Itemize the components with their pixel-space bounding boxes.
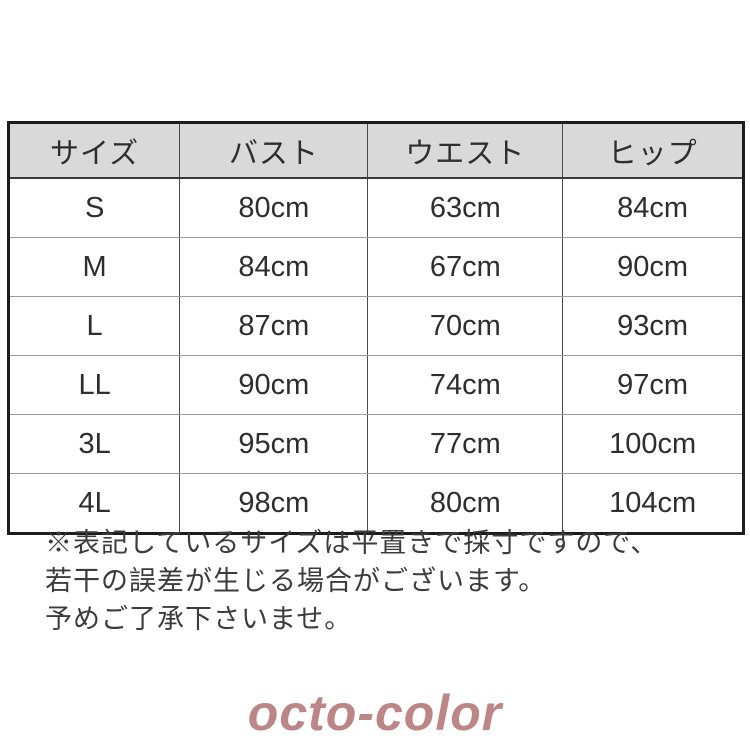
waist-cell: 67cm bbox=[367, 237, 564, 297]
table-row: S 80cm 63cm 84cm bbox=[7, 177, 744, 238]
bust-cell: 98cm bbox=[179, 473, 369, 534]
table-row: 3L 95cm 77cm 100cm bbox=[7, 414, 744, 474]
column-header-hip: ヒップ bbox=[562, 122, 744, 179]
bust-cell: 84cm bbox=[179, 237, 369, 297]
bust-cell: 95cm bbox=[179, 414, 369, 474]
waist-cell: 74cm bbox=[367, 355, 564, 415]
disclaimer-line: ※表記しているサイズは平置きで採寸ですので、 bbox=[45, 528, 659, 558]
hip-cell: 84cm bbox=[562, 177, 744, 238]
table-row: M 84cm 67cm 90cm bbox=[7, 237, 744, 297]
waist-cell: 70cm bbox=[367, 296, 564, 356]
waist-cell: 77cm bbox=[367, 414, 564, 474]
hip-cell: 100cm bbox=[562, 414, 744, 474]
size-chart-table: サイズ バスト ウエスト ヒップ S 80cm 63cm 84cm M 84cm… bbox=[7, 121, 745, 535]
waist-cell: 63cm bbox=[367, 177, 564, 238]
bust-cell: 80cm bbox=[179, 177, 369, 238]
hip-cell: 97cm bbox=[562, 355, 744, 415]
size-cell: 4L bbox=[7, 473, 181, 534]
watermark: octo-color bbox=[247, 685, 503, 741]
disclaimer-line: 若干の誤差が生じる場合がございます。 bbox=[45, 566, 547, 596]
size-cell: L bbox=[7, 296, 181, 356]
size-cell: LL bbox=[7, 355, 181, 415]
hip-cell: 93cm bbox=[562, 296, 744, 356]
bust-cell: 90cm bbox=[179, 355, 369, 415]
column-header-waist: ウエスト bbox=[367, 122, 564, 179]
size-cell: 3L bbox=[7, 414, 181, 474]
column-header-size: サイズ bbox=[7, 122, 181, 179]
measurement-disclaimer: ※表記しているサイズは平置きで採寸ですので、 若干の誤差が生じる場合がございます… bbox=[45, 524, 658, 638]
disclaimer-line: 予めご了承下さいませ。 bbox=[45, 604, 353, 634]
hip-cell: 104cm bbox=[562, 473, 744, 534]
table-row: 4L 98cm 80cm 104cm bbox=[7, 473, 744, 534]
hip-cell: 90cm bbox=[562, 237, 744, 297]
table-row: L 87cm 70cm 93cm bbox=[7, 296, 744, 356]
size-cell: M bbox=[7, 237, 181, 297]
column-header-bust: バスト bbox=[179, 122, 369, 179]
size-cell: S bbox=[7, 177, 181, 238]
header-row: サイズ バスト ウエスト ヒップ bbox=[7, 122, 744, 179]
bust-cell: 87cm bbox=[179, 296, 369, 356]
size-chart: サイズ バスト ウエスト ヒップ S 80cm 63cm 84cm M 84cm… bbox=[7, 121, 745, 535]
waist-cell: 80cm bbox=[367, 473, 564, 534]
table-row: LL 90cm 74cm 97cm bbox=[7, 355, 744, 415]
